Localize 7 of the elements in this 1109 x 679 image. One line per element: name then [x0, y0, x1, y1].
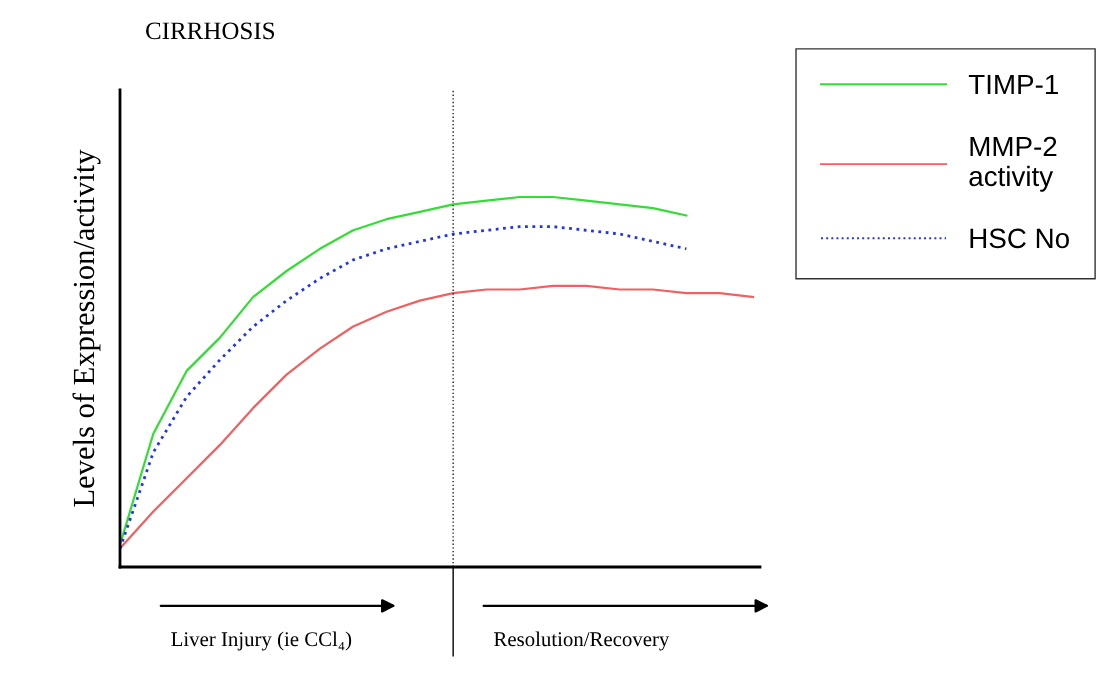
legend-label: MMP-2 activity — [969, 136, 1057, 192]
legend-label: HSC No — [970, 228, 1069, 249]
legend-label: TIMP-1 — [968, 74, 1058, 95]
chart-title: CIRRHOSIS — [146, 22, 275, 40]
text: Resolution/Recovery — [494, 631, 670, 651]
text: Liver Injury (ie CCl₄) — [171, 631, 352, 651]
y-axis-title: Levels of Expression/activity — [72, 149, 101, 507]
